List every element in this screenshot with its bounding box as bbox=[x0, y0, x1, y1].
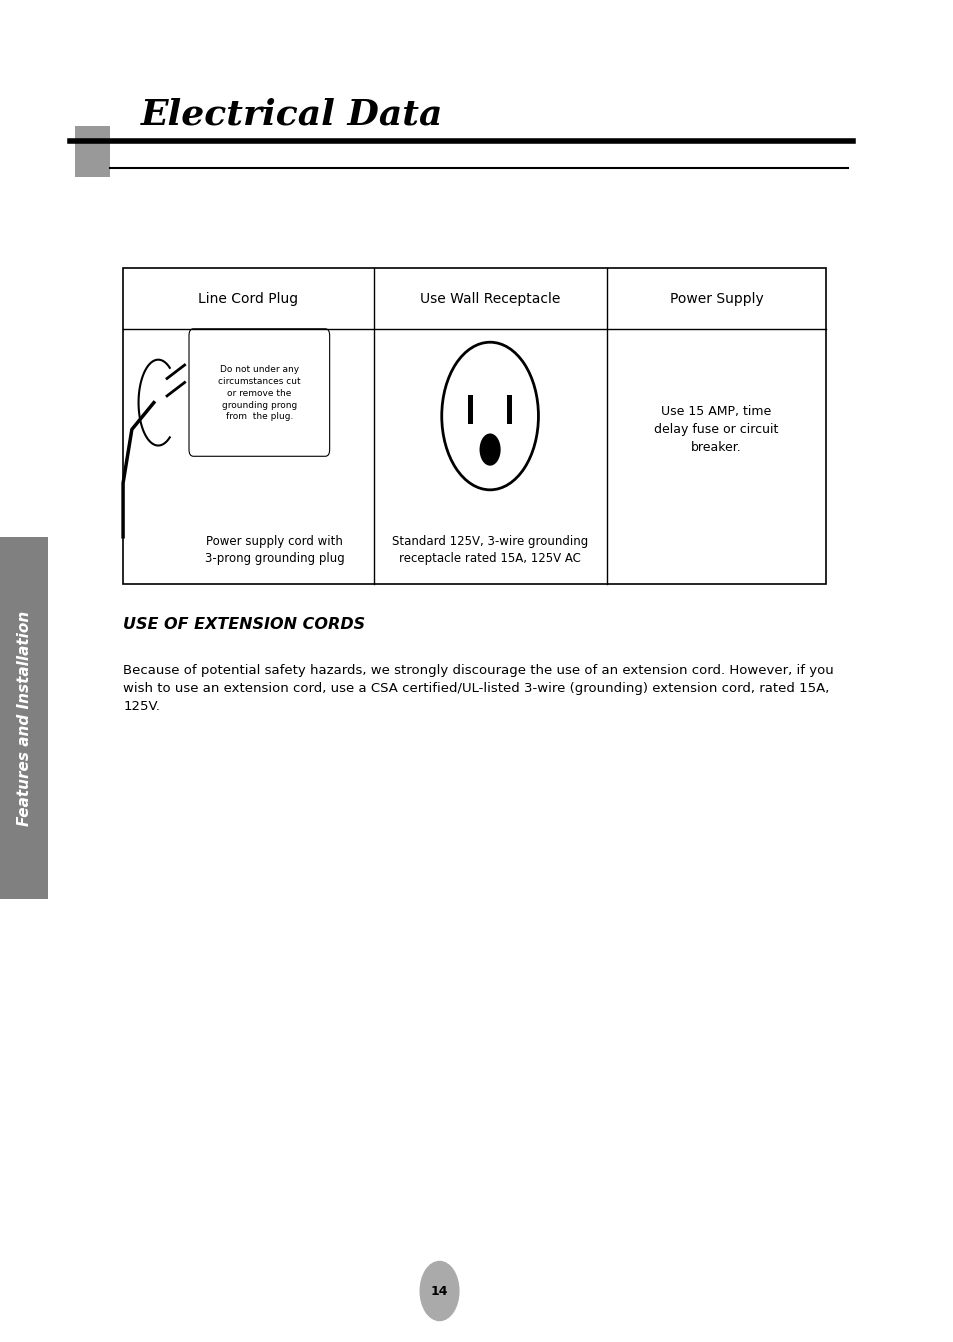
Bar bbox=[506, 395, 512, 424]
Text: 14: 14 bbox=[431, 1284, 448, 1298]
Circle shape bbox=[479, 433, 500, 466]
Text: Features and Installation: Features and Installation bbox=[16, 611, 31, 825]
Text: Use Wall Receptacle: Use Wall Receptacle bbox=[419, 291, 559, 306]
Text: Use 15 AMP, time
delay fuse or circuit
breaker.: Use 15 AMP, time delay fuse or circuit b… bbox=[654, 405, 778, 454]
Text: Do not under any
circumstances cut
or remove the
grounding prong
from  the plug.: Do not under any circumstances cut or re… bbox=[218, 365, 300, 421]
Text: USE OF EXTENSION CORDS: USE OF EXTENSION CORDS bbox=[123, 617, 365, 632]
Bar bbox=[0, 537, 49, 899]
Text: Power Supply: Power Supply bbox=[669, 291, 762, 306]
FancyBboxPatch shape bbox=[74, 126, 110, 177]
Text: Electrical Data: Electrical Data bbox=[140, 97, 442, 132]
Text: Because of potential safety hazards, we strongly discourage the use of an extens: Because of potential safety hazards, we … bbox=[123, 664, 833, 714]
Bar bbox=[123, 268, 825, 584]
Text: Line Cord Plug: Line Cord Plug bbox=[198, 291, 298, 306]
FancyBboxPatch shape bbox=[189, 329, 330, 456]
Bar bbox=[468, 395, 473, 424]
Text: Power supply cord with
3-prong grounding plug: Power supply cord with 3-prong grounding… bbox=[205, 535, 344, 565]
Circle shape bbox=[419, 1261, 458, 1321]
Text: Standard 125V, 3-wire grounding
receptacle rated 15A, 125V AC: Standard 125V, 3-wire grounding receptac… bbox=[392, 535, 588, 565]
